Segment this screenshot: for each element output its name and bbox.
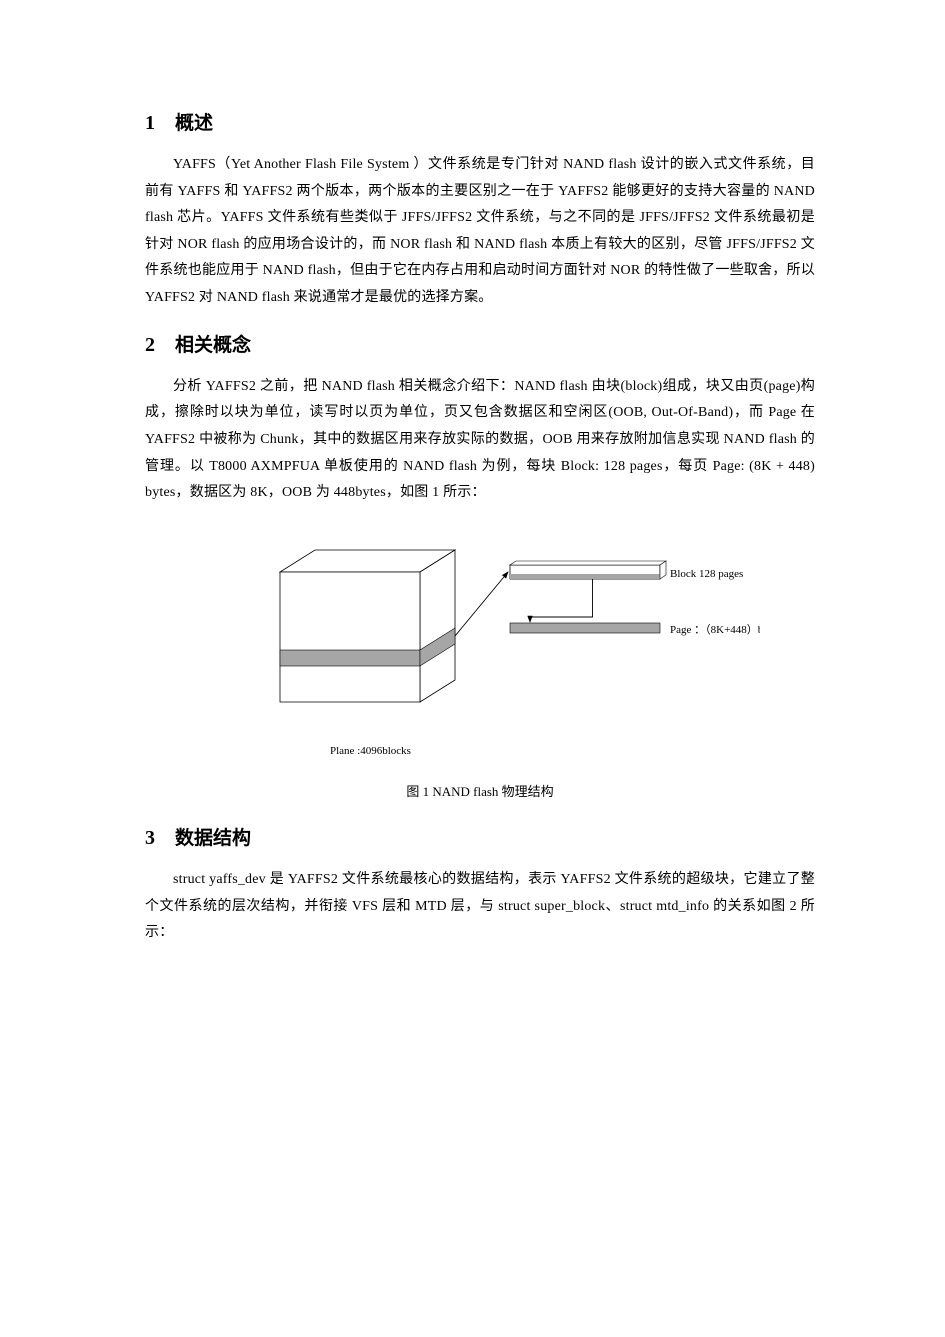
section-1-title: 概述 xyxy=(175,106,213,142)
para-3: struct yaffs_dev 是 YAFFS2 文件系统最核心的数据结构，表… xyxy=(145,867,815,947)
section-2-num: 2 xyxy=(145,326,155,364)
section-3-heading: 3 数据结构 xyxy=(145,819,815,857)
section-1-heading: 1 概述 xyxy=(145,104,815,142)
figure-1-svg: Block 128 pages Page ：（8K+448）bytes xyxy=(200,537,760,727)
section-2-title: 相关概念 xyxy=(175,328,251,364)
svg-text:Block 128 pages: Block 128 pages xyxy=(670,568,743,580)
svg-text:Page ：（8K+448）bytes: Page ：（8K+448）bytes xyxy=(670,623,760,636)
para-1: YAFFS（Yet Another Flash File System ）文件系… xyxy=(145,152,815,312)
section-1-num: 1 xyxy=(145,104,155,142)
section-3-title: 数据结构 xyxy=(175,821,251,857)
para-2: 分析 YAFFS2 之前，把 NAND flash 相关概念介绍下：NAND f… xyxy=(145,374,815,507)
figure-1-plane-label: Plane :4096blocks xyxy=(330,741,760,762)
section-3-num: 3 xyxy=(145,819,155,857)
section-2-heading: 2 相关概念 xyxy=(145,326,815,364)
figure-1: Block 128 pages Page ：（8K+448）bytes Plane… xyxy=(200,537,760,762)
figure-1-caption: 图 1 NAND flash 物理结构 xyxy=(145,780,815,805)
